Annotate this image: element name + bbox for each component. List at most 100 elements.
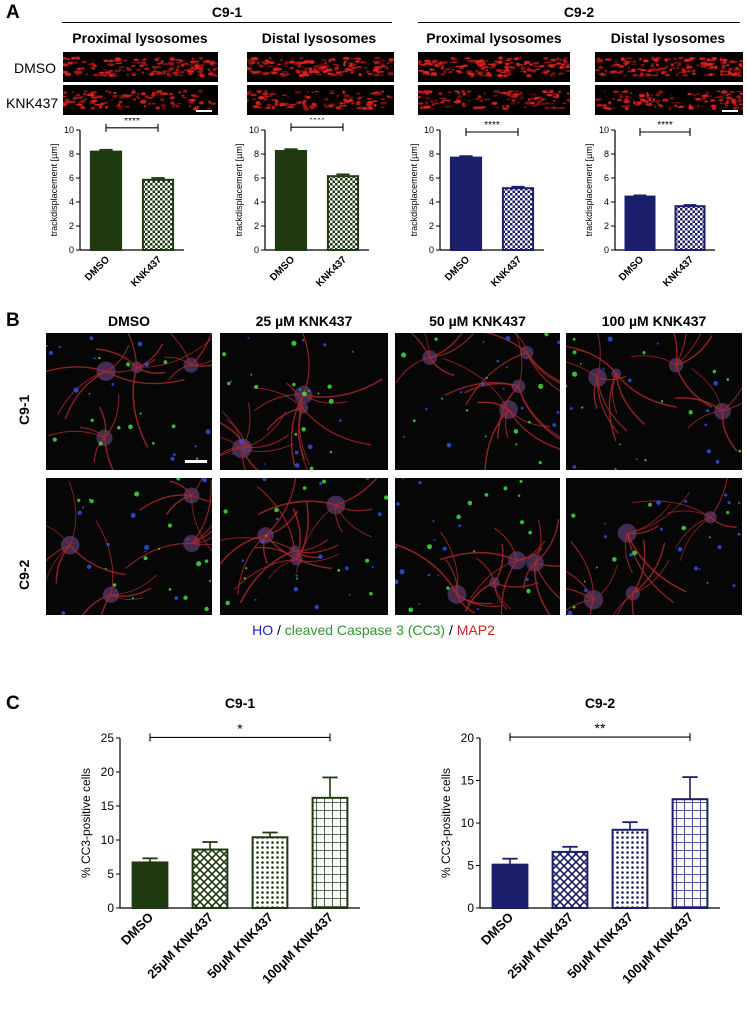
y-axis-label: % CC3-positive cells xyxy=(79,768,93,878)
significance-label: **** xyxy=(309,118,325,126)
subtitle-proximal-c9-2: Proximal lysosomes xyxy=(426,30,562,46)
micrograph xyxy=(220,478,388,615)
bar xyxy=(89,150,123,251)
y-tick-label: 0 xyxy=(604,245,609,255)
chart-a-proximal-c9-2: 0 2 4 6 8 10 trackdisplacement [µm] DMSO KNK437 *… xyxy=(409,120,544,289)
significance-label: **** xyxy=(657,120,673,131)
micrograph xyxy=(220,333,388,470)
lysosome-strip xyxy=(63,52,218,82)
y-tick-label: 20 xyxy=(461,731,475,745)
x-tick-label: KNK437 xyxy=(314,254,349,289)
bar xyxy=(551,850,589,909)
y-tick-label: 6 xyxy=(429,173,434,183)
chart-title: C9-1 xyxy=(225,695,256,711)
scale-bar xyxy=(185,460,207,463)
y-tick-label: 0 xyxy=(467,901,474,915)
y-tick-label: 6 xyxy=(69,173,74,183)
legend-separator: / xyxy=(273,622,285,638)
subtitle-distal-c9-1: Distal lysosomes xyxy=(261,30,377,46)
significance-label: **** xyxy=(124,118,140,127)
x-tick-label: DMSO xyxy=(268,254,297,283)
panel-c-letter: C xyxy=(6,693,20,714)
y-tick-label: 25 xyxy=(101,731,115,745)
y-tick-label: 8 xyxy=(254,149,259,159)
lysosome-strip xyxy=(247,85,394,115)
scale-bar xyxy=(196,110,212,112)
y-tick-label: 2 xyxy=(429,221,434,231)
bar xyxy=(449,156,483,251)
y-tick-label: 0 xyxy=(429,245,434,255)
y-tick-label: 4 xyxy=(429,197,434,207)
lysosome-strip xyxy=(595,52,743,82)
bar xyxy=(191,848,229,910)
subtitle-proximal-c9-1: Proximal lysosomes xyxy=(72,30,208,46)
y-tick-label: 5 xyxy=(107,867,114,881)
x-tick-label: KNK437 xyxy=(129,254,164,289)
y-axis-label: trackdisplacement [µm] xyxy=(409,144,419,237)
y-tick-label: 10 xyxy=(64,125,74,135)
lysosome-strip xyxy=(595,85,743,115)
micrograph xyxy=(395,333,560,470)
y-axis-label: trackdisplacement [µm] xyxy=(584,144,594,237)
micrograph xyxy=(46,478,212,615)
y-tick-label: 10 xyxy=(249,125,259,135)
scale-bar xyxy=(722,110,738,112)
x-tick-label: DMSO xyxy=(478,910,516,948)
chart-a-proximal-c9-1: 0 2 4 6 8 10 trackdisplacement [µm] DMSO KNK437 *… xyxy=(49,118,184,289)
y-axis-label: trackdisplacement [µm] xyxy=(234,144,244,237)
chart-a-distal-c9-2: 0 2 4 6 8 10 trackdisplacement [µm] DMSO KNK437 *… xyxy=(584,120,715,289)
y-tick-label: 2 xyxy=(69,221,74,231)
y-tick-label: 2 xyxy=(254,221,259,231)
bar xyxy=(674,205,706,251)
column-label-25um: 25 µM KNK437 xyxy=(255,313,353,329)
y-tick-label: 8 xyxy=(604,149,609,159)
chart-title: C9-2 xyxy=(585,695,616,711)
bar xyxy=(311,796,349,909)
bar xyxy=(274,150,308,251)
y-axis-label: % CC3-positive cells xyxy=(439,768,453,878)
stain-legend: HO / cleaved Caspase 3 (CC3) / MAP2 xyxy=(0,622,747,638)
column-label-50um: 50 µM KNK437 xyxy=(429,313,526,329)
lysosome-strip xyxy=(63,85,218,115)
chart-a-distal-c9-1: 0 2 4 6 8 10 trackdisplacement [µm] DMSO KNK437 *… xyxy=(234,118,369,289)
significance-label: **** xyxy=(484,120,500,131)
bar xyxy=(491,863,529,909)
bar xyxy=(501,187,535,251)
y-tick-label: 8 xyxy=(69,149,74,159)
lysosome-strip xyxy=(418,85,570,115)
y-tick-label: 10 xyxy=(461,816,475,830)
significance-label: * xyxy=(237,720,243,736)
lysosome-strip xyxy=(247,52,394,82)
panel-a-letter: A xyxy=(6,2,20,23)
lysosome-strip xyxy=(418,52,570,82)
y-tick-label: 8 xyxy=(429,149,434,159)
y-tick-label: 0 xyxy=(254,245,259,255)
y-tick-label: 0 xyxy=(69,245,74,255)
x-tick-label: DMSO xyxy=(443,254,472,283)
y-tick-label: 4 xyxy=(254,197,259,207)
bar xyxy=(671,798,709,909)
panel-b-letter: B xyxy=(6,310,20,331)
y-tick-label: 6 xyxy=(254,173,259,183)
y-tick-label: 10 xyxy=(424,125,434,135)
legend-separator: / xyxy=(445,622,457,638)
bar xyxy=(326,175,360,252)
row-label-knk437: KNK437 xyxy=(6,95,59,111)
significance-label: ** xyxy=(595,720,606,736)
bar xyxy=(624,195,656,251)
y-tick-label: 10 xyxy=(101,833,115,847)
x-tick-label: DMSO xyxy=(617,254,646,283)
micrograph xyxy=(46,333,212,470)
y-tick-label: 5 xyxy=(467,859,474,873)
y-tick-label: 15 xyxy=(461,774,475,788)
y-tick-label: 10 xyxy=(599,125,609,135)
y-tick-label: 4 xyxy=(69,197,74,207)
y-tick-label: 4 xyxy=(604,197,609,207)
y-axis-label: trackdisplacement [µm] xyxy=(49,144,59,237)
micrograph xyxy=(566,478,742,615)
x-tick-label: DMSO xyxy=(118,910,156,948)
x-tick-label: KNK437 xyxy=(661,254,696,289)
y-tick-label: 6 xyxy=(604,173,609,183)
